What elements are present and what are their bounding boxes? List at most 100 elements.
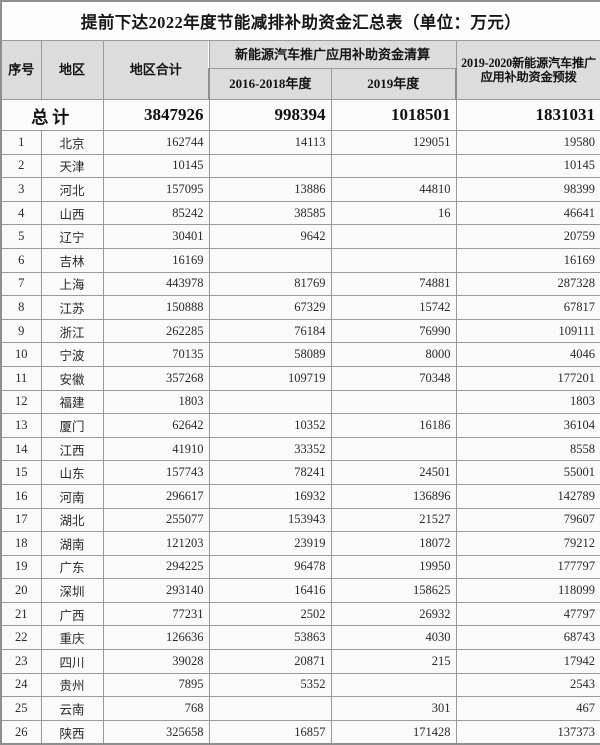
row-index: 3 <box>0 177 42 202</box>
row-region-name: 天津 <box>40 153 104 179</box>
table-row: 6 吉林 16169 16169 <box>0 247 600 273</box>
row-prepay: 79607 <box>455 507 600 533</box>
header-row-primary: 序号 地区 地区合计 新能源汽车推广应用补助资金清算 2019-2020新能源汽… <box>0 40 600 100</box>
row-2019 <box>330 153 457 179</box>
row-prepay: 10145 <box>455 153 600 179</box>
page-title: 提前下达2022年度节能减排补助资金汇总表（单位：万元） <box>0 0 600 41</box>
row-2016-2018: 23919 <box>208 531 332 556</box>
row-region-name: 浙江 <box>40 318 104 344</box>
row-prepay: 55001 <box>455 460 600 485</box>
row-2016-2018: 20871 <box>208 649 332 674</box>
table-row: 10 宁波 70135 58089 8000 4046 <box>0 342 600 367</box>
row-2019: 15742 <box>330 295 457 320</box>
row-2016-2018: 14113 <box>208 130 332 155</box>
row-region-name: 云南 <box>40 696 104 721</box>
table-title-row: 提前下达2022年度节能减排补助资金汇总表（单位：万元） <box>0 0 600 41</box>
row-region-name: 辽宁 <box>40 224 104 249</box>
row-region-total: 30401 <box>102 224 210 249</box>
row-index: 16 <box>0 483 42 509</box>
row-2019: 16 <box>330 200 457 226</box>
table-row: 17 湖北 255077 153943 21527 79607 <box>0 507 600 533</box>
row-prepay: 4046 <box>455 342 600 367</box>
row-2019: 24501 <box>330 460 457 485</box>
row-2016-2018: 38585 <box>208 200 332 226</box>
row-region-name: 上海 <box>40 271 104 297</box>
row-2016-2018: 16416 <box>208 578 332 603</box>
column-group-header-settlement: 新能源汽车推广应用补助资金清算 <box>208 40 457 69</box>
row-2019: 129051 <box>330 130 457 155</box>
column-header-2019: 2019年度 <box>330 68 457 100</box>
row-2019 <box>330 436 457 462</box>
table-row: 13 厦门 62642 10352 16186 36104 <box>0 413 600 438</box>
table-row: 16 河南 296617 16932 136896 142789 <box>0 483 600 509</box>
row-2016-2018: 13886 <box>208 177 332 202</box>
row-region-name: 江苏 <box>40 295 104 320</box>
row-2016-2018: 78241 <box>208 460 332 485</box>
row-prepay: 467 <box>455 696 600 721</box>
grand-total-row: 总计 3847926 998394 1018501 1831031 <box>0 99 600 131</box>
table-row: 18 湖南 121203 23919 18072 79212 <box>0 531 600 556</box>
row-region-name: 山东 <box>40 460 104 485</box>
table-row: 5 辽宁 30401 9642 20759 <box>0 224 600 249</box>
row-region-total: 157095 <box>102 177 210 202</box>
row-index: 13 <box>0 413 42 438</box>
row-region-total: 150888 <box>102 295 210 320</box>
row-2019: 44810 <box>330 177 457 202</box>
row-prepay: 118099 <box>455 578 600 603</box>
row-2016-2018: 33352 <box>208 436 332 462</box>
row-2019: 301 <box>330 696 457 721</box>
row-region-total: 41910 <box>102 436 210 462</box>
row-region-name: 深圳 <box>40 578 104 603</box>
row-prepay: 17942 <box>455 649 600 674</box>
row-prepay: 46641 <box>455 200 600 226</box>
row-2016-2018: 67329 <box>208 295 332 320</box>
table-row: 14 江西 41910 33352 8558 <box>0 436 600 462</box>
row-2016-2018: 76184 <box>208 318 332 344</box>
row-region-name: 贵州 <box>40 672 104 698</box>
row-region-name: 湖北 <box>40 507 104 533</box>
table-row: 2 天津 10145 10145 <box>0 153 600 179</box>
row-region-total: 70135 <box>102 342 210 367</box>
row-2019: 26932 <box>330 601 457 627</box>
row-region-name: 吉林 <box>40 247 104 273</box>
row-prepay: 137373 <box>455 719 600 745</box>
grand-total-region-total: 3847926 <box>102 99 210 131</box>
grand-total-prepay: 1831031 <box>455 99 600 131</box>
row-region-total: 121203 <box>102 531 210 556</box>
row-2016-2018: 153943 <box>208 507 332 533</box>
column-header-index: 序号 <box>0 40 42 100</box>
row-region-total: 62642 <box>102 413 210 438</box>
row-2019: 21527 <box>330 507 457 533</box>
row-index: 19 <box>0 554 42 580</box>
row-2019 <box>330 224 457 249</box>
row-region-total: 162744 <box>102 130 210 155</box>
row-prepay: 177797 <box>455 554 600 580</box>
table-row: 21 广西 77231 2502 26932 47797 <box>0 601 600 627</box>
row-index: 8 <box>0 295 42 320</box>
row-region-total: 296617 <box>102 483 210 509</box>
row-index: 20 <box>0 578 42 603</box>
row-region-name: 福建 <box>40 389 104 415</box>
row-region-total: 7895 <box>102 672 210 698</box>
row-index: 1 <box>0 130 42 155</box>
row-2016-2018: 16932 <box>208 483 332 509</box>
table-row: 22 重庆 126636 53863 4030 68743 <box>0 625 600 651</box>
row-2016-2018: 5352 <box>208 672 332 698</box>
row-region-total: 255077 <box>102 507 210 533</box>
row-2016-2018: 9642 <box>208 224 332 249</box>
row-index: 5 <box>0 224 42 249</box>
row-prepay: 177201 <box>455 365 600 391</box>
row-prepay: 20759 <box>455 224 600 249</box>
row-prepay: 1803 <box>455 389 600 415</box>
row-prepay: 109111 <box>455 318 600 344</box>
row-index: 4 <box>0 200 42 226</box>
row-region-name: 安徽 <box>40 365 104 391</box>
table-row: 23 四川 39028 20871 215 17942 <box>0 649 600 674</box>
column-header-2016-2018: 2016-2018年度 <box>208 68 332 100</box>
row-index: 10 <box>0 342 42 367</box>
column-header-region: 地区 <box>40 40 104 100</box>
row-2016-2018: 16857 <box>208 719 332 745</box>
row-region-total: 1803 <box>102 389 210 415</box>
row-region-total: 443978 <box>102 271 210 297</box>
row-index: 24 <box>0 672 42 698</box>
